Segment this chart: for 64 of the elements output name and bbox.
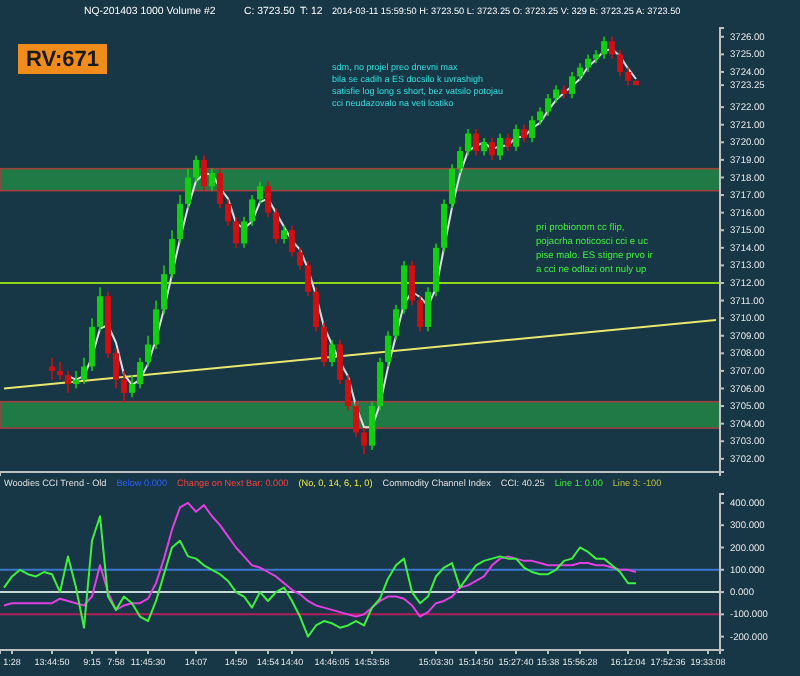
candlestick [169,229,175,280]
candlestick [145,334,151,368]
candlestick [457,145,463,174]
candlestick [513,123,519,152]
candlestick [433,242,439,297]
candlestick [361,427,367,456]
candlestick [129,374,135,399]
candlestick [305,260,311,297]
candlestick [209,167,215,192]
candlestick [609,35,615,60]
candlestick [529,115,535,144]
candlestick [265,181,271,218]
candlestick [225,198,231,227]
candlestick [409,260,415,306]
candlestick [545,93,551,117]
candlestick [329,339,335,368]
annotation: RV:671 [26,48,99,72]
candlestick [473,128,479,157]
candlestick [601,35,607,60]
candlestick [353,400,359,438]
candlestick [289,225,295,258]
candlestick [385,330,391,368]
candlestick [465,128,471,157]
candlestick [233,216,239,249]
line-series [3,501,637,618]
candlestick [449,163,455,210]
candlestick [161,264,167,315]
candlestick [497,132,503,161]
candlestick [377,356,383,412]
candlestick [489,137,495,161]
candlestick [249,194,255,227]
candlestick [153,299,159,350]
candlestick [417,295,423,333]
candlestick [297,247,303,271]
candlestick [401,260,407,315]
candlestick [65,370,71,394]
candlestick [89,317,95,372]
candlestick [393,304,399,341]
candlestick [73,370,79,390]
candlestick [441,198,447,253]
candlestick [49,356,55,381]
candlestick [337,339,343,385]
line-series [3,515,637,638]
candlestick [185,167,191,210]
candlestick [313,286,319,333]
candlestick [201,154,207,192]
candlestick [113,348,119,390]
candlestick [369,400,375,451]
candlestick [57,361,63,381]
candlestick [97,286,103,333]
candlestick [241,216,247,249]
candlestick [257,181,263,205]
candlestick [193,154,199,183]
candlestick [425,286,431,333]
candlestick [137,356,143,390]
candlestick [273,207,279,245]
candlestick [617,49,623,78]
candlestick [321,321,327,368]
candlestick [81,356,87,385]
candlestick [121,370,127,403]
candlestick [569,71,575,100]
candlestick [217,167,223,210]
candlestick [177,194,183,245]
candlestick [345,374,351,412]
